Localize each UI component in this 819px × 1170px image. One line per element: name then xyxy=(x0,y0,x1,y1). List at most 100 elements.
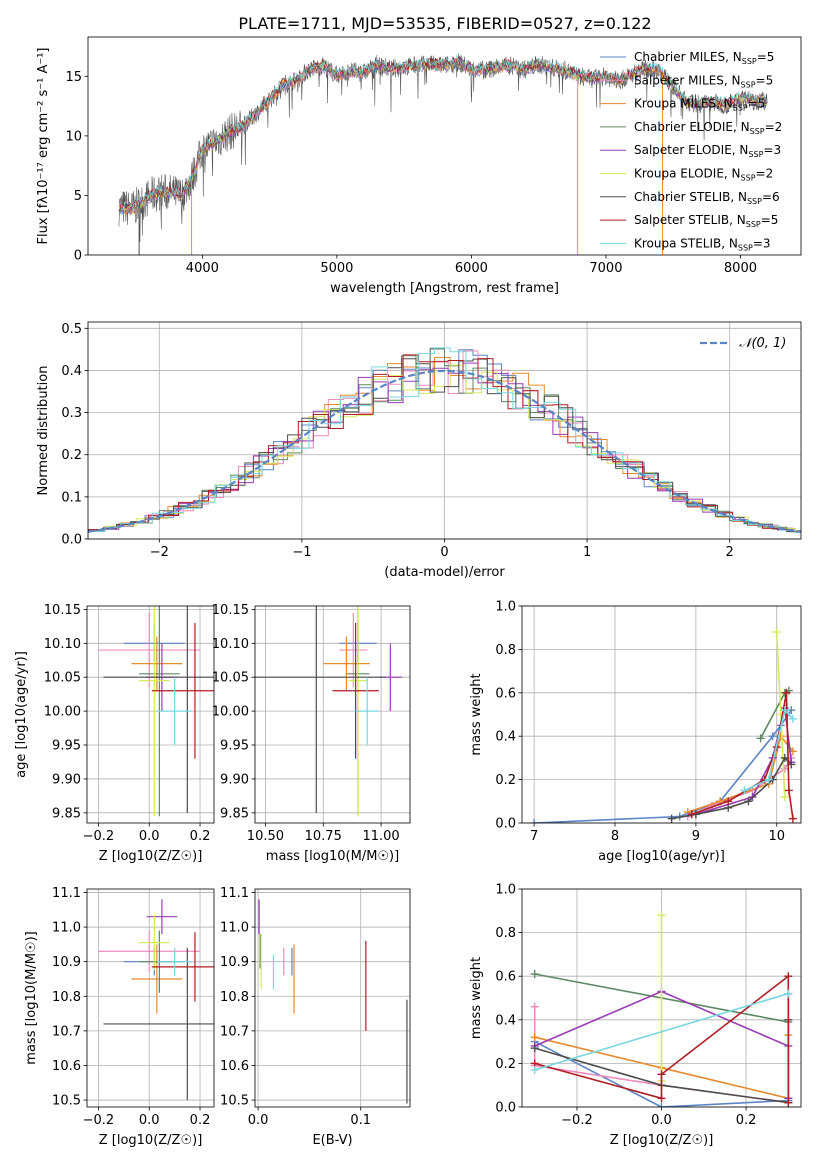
y-tick-label: 0.8 xyxy=(495,643,516,658)
x-tick-label: 6000 xyxy=(455,261,488,276)
y-tick-label: 10.6 xyxy=(52,1059,81,1074)
y-tick-label: 11.0 xyxy=(52,921,81,936)
y-tick-label: 5 xyxy=(74,189,82,204)
y-tick-label: 10.00 xyxy=(212,705,249,720)
y-tick-label: 9.90 xyxy=(52,772,81,787)
y-tick-label: 0.0 xyxy=(495,1101,516,1116)
y-tick-label: 0.4 xyxy=(495,730,516,745)
y-tick-label: 0.0 xyxy=(495,817,516,832)
axes-age_vs_Z: −0.2 0.0 0.2 9.85 9.90 9.95 10.00 10.05 10.10 10.… xyxy=(14,603,214,864)
y-tick-label: 10.9 xyxy=(52,955,81,970)
y-tick-label: 10.00 xyxy=(44,705,81,720)
y-tick-label: 0.4 xyxy=(61,364,82,379)
x-tick-label: −2 xyxy=(150,545,169,560)
x-tick-label: 10 xyxy=(768,829,785,844)
x-axis-label: Z [log10(Z/Z☉)] xyxy=(99,1133,203,1148)
axes-frame xyxy=(87,36,802,256)
y-tick-label: 0.8 xyxy=(495,926,516,941)
y-tick-label: 0.6 xyxy=(495,970,516,985)
axes-residuals: −2 −1 0 1 2 0.0 0.1 0.2 0.3 0.4 0.5 (data-model)/er… xyxy=(36,322,802,580)
axes-mass_weight_vs_age: 7 8 9 10 0.0 0.2 0.4 0.6 0.8 1.0 age [log10(age/yr… xyxy=(469,600,801,864)
x-tick-label: 0.2 xyxy=(190,1113,211,1128)
y-tick-label: 10.8 xyxy=(220,990,249,1005)
y-tick-label: 10.5 xyxy=(52,1094,81,1109)
y-tick-label: 9.85 xyxy=(52,806,81,821)
y-axis-label: mass [log10(M/M☉)] xyxy=(24,931,39,1064)
mass-weight-series xyxy=(534,709,792,823)
y-axis-label: Normed distribution xyxy=(36,366,51,496)
x-tick-label: 0.0 xyxy=(139,829,160,844)
x-tick-label: 8 xyxy=(611,829,619,844)
y-tick-label: 1.0 xyxy=(495,883,516,898)
x-tick-label: −0.2 xyxy=(83,829,115,844)
axes-frame xyxy=(86,888,215,1108)
y-axis-label: age [log10(age/yr)] xyxy=(14,651,29,778)
y-tick-label: 0.4 xyxy=(495,1013,516,1028)
x-tick-label: 2 xyxy=(726,545,734,560)
y-tick-label: 10.10 xyxy=(212,637,249,652)
y-tick-label: 0.3 xyxy=(61,406,82,421)
axes-frame xyxy=(521,888,802,1108)
x-tick-label: 10.50 xyxy=(247,829,284,844)
legend-label: Kroupa ELODIE, NSSP=2 xyxy=(634,167,773,183)
y-tick-label: 9.95 xyxy=(220,739,249,754)
y-tick-label: 10.6 xyxy=(220,1059,249,1074)
model-spectrum-line xyxy=(118,53,768,211)
y-tick-label: 10.05 xyxy=(44,671,81,686)
residual-histogram xyxy=(88,354,801,533)
x-tick-label: 0.0 xyxy=(139,1113,160,1128)
y-axis-label: mass weight xyxy=(469,673,484,755)
y-tick-label: 10.05 xyxy=(212,671,249,686)
y-tick-label: 0.2 xyxy=(495,773,516,788)
legend-label: Chabrier ELODIE, NSSP=2 xyxy=(634,120,782,136)
y-tick-label: 10.8 xyxy=(52,990,81,1005)
y-tick-label: 9.85 xyxy=(220,806,249,821)
mass-weight-series xyxy=(744,708,794,792)
legend-label: Kroupa MILES, NSSP=5 xyxy=(634,97,765,113)
y-tick-label: 11.1 xyxy=(220,886,249,901)
y-tick-label: 10.15 xyxy=(212,603,249,618)
x-axis-label: (data-model)/error xyxy=(384,565,505,580)
x-tick-label: 11.00 xyxy=(362,829,399,844)
x-axis-label: Z [log10(Z/Z☉)] xyxy=(99,849,203,864)
y-tick-label: 0.1 xyxy=(61,490,82,505)
legend-label: Kroupa STELIB, NSSP=3 xyxy=(634,236,771,252)
x-tick-label: 0.0 xyxy=(248,1113,269,1128)
y-tick-label: 10.5 xyxy=(220,1094,249,1109)
y-tick-label: 9.95 xyxy=(52,739,81,754)
axes-frame xyxy=(521,605,802,824)
legend-label: Salpeter ELODIE, NSSP=3 xyxy=(634,143,781,159)
figure-title: PLATE=1711, MJD=53535, FIBERID=0527, z=0… xyxy=(238,14,651,33)
x-tick-label: 0.2 xyxy=(736,1113,757,1128)
x-tick-label: 10.75 xyxy=(305,829,342,844)
y-tick-label: 10.7 xyxy=(220,1024,249,1039)
y-tick-label: 10.7 xyxy=(52,1024,81,1039)
y-tick-label: 0.5 xyxy=(61,322,82,337)
mass-weight-series xyxy=(534,992,789,1071)
y-tick-label: 0.6 xyxy=(495,686,516,701)
y-axis-label: mass weight xyxy=(469,957,484,1039)
y-tick-label: 9.90 xyxy=(220,772,249,787)
x-tick-label: 5000 xyxy=(320,261,353,276)
x-tick-label: 4000 xyxy=(186,261,219,276)
residual-histogram xyxy=(88,347,801,534)
x-axis-label: age [log10(age/yr)] xyxy=(598,849,725,864)
y-tick-label: 1.0 xyxy=(495,600,516,615)
y-tick-label: 10.9 xyxy=(220,955,249,970)
y-tick-label: 0.2 xyxy=(61,448,82,463)
legend-label: Chabrier MILES, NSSP=5 xyxy=(634,50,774,66)
residual-histogram xyxy=(88,362,801,533)
legend-label: Chabrier STELIB, NSSP=6 xyxy=(634,190,780,206)
x-tick-label: 9 xyxy=(692,829,700,844)
x-tick-label: 7000 xyxy=(589,261,622,276)
y-tick-label: 10.15 xyxy=(44,603,81,618)
x-tick-label: 7 xyxy=(530,829,538,844)
y-tick-label: 11.1 xyxy=(52,886,81,901)
axes-mass_vs_Z: −0.2 0.0 0.2 10.5 10.6 10.7 10.8 10.9 11.0 11.1 Z … xyxy=(24,886,214,1148)
x-tick-label: 0.0 xyxy=(651,1113,672,1128)
y-tick-label: 0.0 xyxy=(61,533,82,548)
residual-histogram xyxy=(88,364,801,533)
axes-frame xyxy=(86,605,215,824)
legend-label: Salpeter MILES, NSSP=5 xyxy=(634,73,773,89)
